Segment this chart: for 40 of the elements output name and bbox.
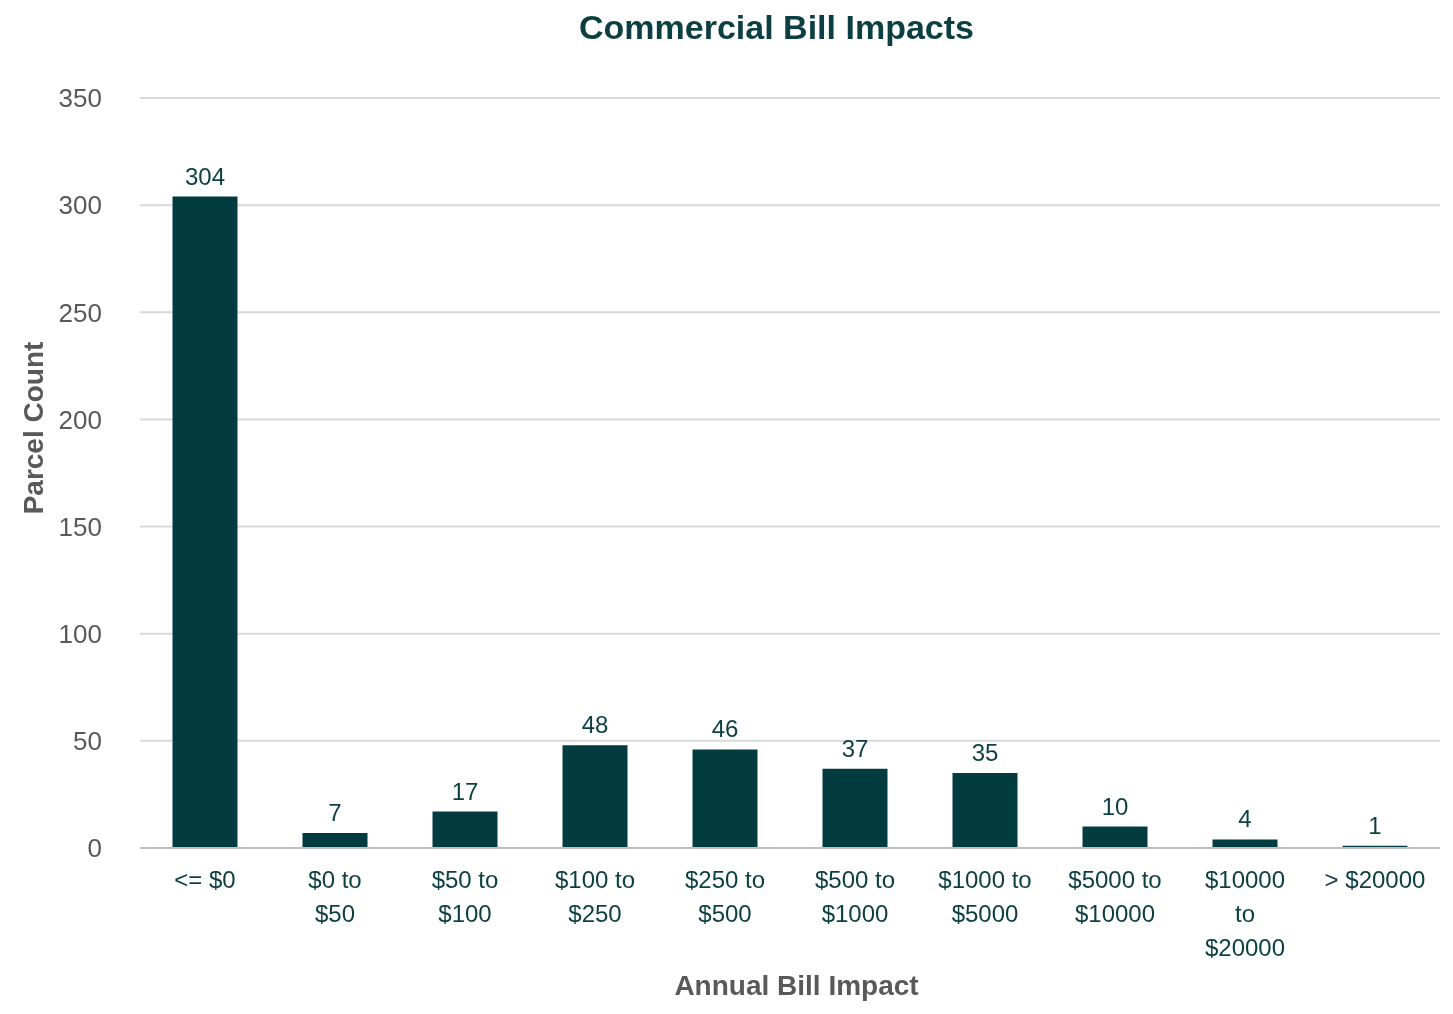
x-tick-label: $10000 to $20000 xyxy=(1204,866,1286,961)
y-tick-label: 150 xyxy=(58,511,102,542)
x-tick-label: $500 to $1000 xyxy=(814,866,896,927)
x-tick-label: $250 to $500 xyxy=(684,866,766,927)
bar xyxy=(822,768,888,848)
x-axis-title: Annual Bill Impact xyxy=(673,970,920,1002)
x-tick-label: $0 to $50 xyxy=(308,866,362,927)
data-label: 35 xyxy=(971,739,999,766)
x-tick-label: > $20000 xyxy=(1324,866,1426,893)
y-tick-label: 200 xyxy=(58,404,102,435)
x-tick-label: $1000 to $5000 xyxy=(938,866,1032,927)
y-tick-label: 50 xyxy=(73,726,102,757)
data-label: 46 xyxy=(711,715,739,743)
bar xyxy=(562,745,628,848)
bar xyxy=(432,811,498,848)
bar xyxy=(1212,839,1278,848)
x-tick-label: $100 to $250 xyxy=(554,866,636,927)
bar xyxy=(952,773,1018,848)
y-tick-label: 350 xyxy=(58,83,102,114)
data-label: 10 xyxy=(1101,792,1129,820)
data-label: 7 xyxy=(328,799,342,826)
data-label: 4 xyxy=(1238,805,1252,833)
chart-title: Commercial Bill Impacts xyxy=(578,8,975,48)
y-tick-label: 0 xyxy=(87,833,102,864)
bar xyxy=(692,749,758,848)
data-label: 304 xyxy=(184,162,226,190)
x-tick-label: $5000 to $10000 xyxy=(1068,866,1162,927)
data-label: 48 xyxy=(581,711,609,739)
data-label: 37 xyxy=(841,734,869,762)
bar xyxy=(172,196,238,848)
data-label: 17 xyxy=(451,777,479,805)
data-label: 1 xyxy=(1368,811,1382,839)
y-tick-label: 100 xyxy=(58,618,102,649)
y-tick-label: 250 xyxy=(58,297,102,328)
bar xyxy=(302,833,368,848)
y-tick-label: 300 xyxy=(58,190,102,221)
y-axis-title: Parcel Count xyxy=(18,341,50,515)
bar xyxy=(1082,826,1148,848)
x-tick-label: $50 to $100 xyxy=(431,866,499,927)
x-tick-label: <= $0 xyxy=(174,866,236,893)
